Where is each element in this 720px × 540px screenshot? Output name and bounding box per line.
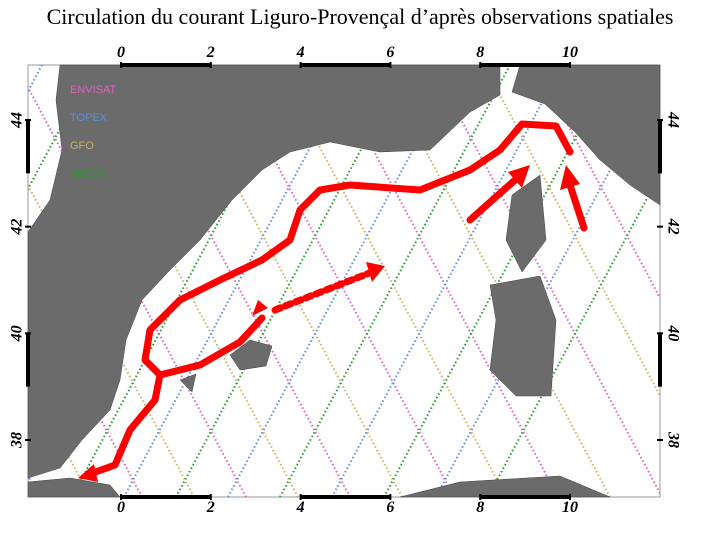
arrowhead: [252, 300, 268, 316]
y-tick-label: 38: [664, 431, 681, 448]
track: [171, 65, 403, 497]
x-tick-label: 2: [206, 499, 215, 516]
italy: [511, 64, 661, 206]
y-tick-label: 44: [664, 111, 681, 128]
mallorca: [229, 339, 273, 371]
x-tick-label: 10: [562, 499, 578, 516]
legend-label: GFO: [70, 140, 94, 152]
arrowheads: [78, 165, 580, 482]
x-tick-label: 4: [296, 499, 305, 516]
legend-label: JASON: [70, 168, 107, 180]
track: [71, 65, 303, 497]
current-branch: [86, 371, 164, 478]
track: [175, 65, 407, 497]
track: [535, 65, 660, 301]
track: [327, 65, 559, 497]
x-tick-label: 6: [386, 499, 394, 516]
corsica: [505, 174, 547, 273]
legend-label: ENVISAT: [70, 84, 117, 96]
x-tick-label: 0: [117, 44, 125, 61]
map-title: Circulation du courant Liguro-Provençal …: [47, 4, 674, 29]
track: [279, 65, 511, 497]
y-tick-label: 40: [9, 325, 26, 342]
x-tick-label: 8: [476, 499, 484, 516]
y-tick-label: 38: [9, 432, 26, 449]
current: [86, 120, 588, 478]
europe: [27, 64, 501, 479]
y-tick-label: 40: [664, 324, 681, 341]
track: [331, 65, 563, 497]
africa: [27, 477, 121, 498]
y-tick-label: 42: [664, 218, 681, 235]
track: [435, 74, 660, 497]
track: [223, 65, 455, 497]
track: [123, 65, 355, 497]
x-tick-label: 0: [117, 499, 125, 516]
track: [487, 171, 660, 497]
x-tick-label: 6: [386, 44, 394, 61]
track: [431, 65, 660, 496]
x-tick-label: 10: [562, 44, 578, 61]
track: [119, 65, 351, 497]
x-tick-label: 4: [296, 44, 305, 61]
track: [275, 65, 507, 497]
track: [67, 65, 299, 497]
x-tick-label: 8: [476, 44, 484, 61]
current-corsica: [466, 176, 519, 224]
sardinia: [489, 275, 557, 397]
x-tick-label: 2: [206, 44, 215, 61]
arrowhead: [560, 165, 580, 190]
legend: ENVISAT TOPEX GFO JASON: [70, 84, 117, 180]
arrowhead: [366, 262, 385, 282]
track: [379, 65, 611, 497]
current-italy: [566, 181, 588, 232]
current-dashed: [271, 268, 376, 314]
y-tick-label: 44: [9, 112, 26, 129]
track: [483, 65, 660, 398]
arrowhead: [78, 464, 98, 482]
arrowhead: [508, 165, 530, 188]
legend-label: TOPEX: [70, 112, 108, 124]
y-tick-label: 42: [9, 219, 26, 236]
ibiza: [179, 373, 197, 393]
track: [383, 65, 615, 497]
land: [27, 64, 661, 498]
